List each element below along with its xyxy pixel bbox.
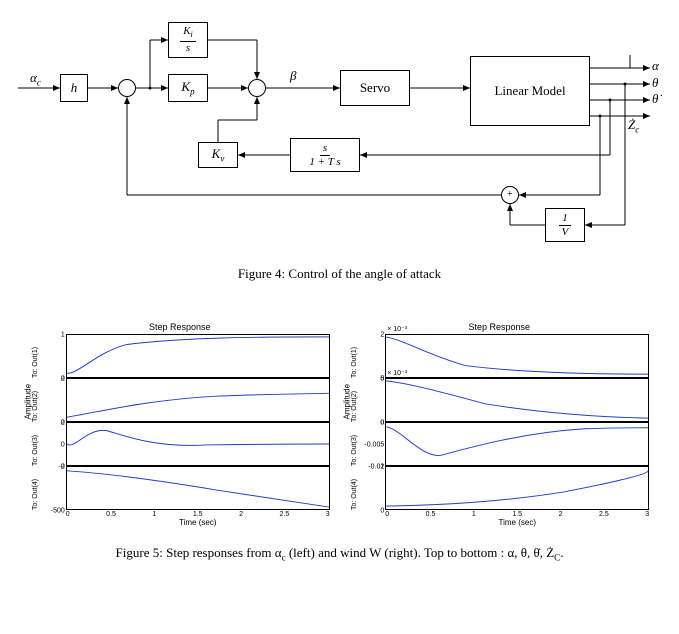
row-label: To: Out(1) <box>32 347 39 378</box>
subplot: 01 <box>66 334 330 378</box>
row-label: To: Out(2) <box>32 391 39 422</box>
out-alpha: α <box>652 58 659 74</box>
row-label: To: Out(3) <box>32 435 39 466</box>
block-diagram: αc h Ki s Kp β Servo Linear Model α θ θ̇… <box>0 0 679 260</box>
subplot: 05 <box>385 378 649 422</box>
filter-box: s 1 + T s <box>290 138 360 172</box>
exponent-label: × 10⁻³ <box>387 325 407 333</box>
ytick: 0 <box>61 464 67 471</box>
subplot: -5000 <box>66 466 330 510</box>
exponent-label: × 10⁻³ <box>387 369 407 377</box>
sum3: + <box>501 186 519 204</box>
input-label: αc <box>30 70 41 88</box>
ytick: 0 <box>380 420 386 427</box>
left-chart-column: Step Response Amplitude To: Out(1)01To: … <box>30 322 330 527</box>
subplot: 02 <box>385 334 649 378</box>
xtick: 1.5 <box>193 511 203 518</box>
ytick: 5 <box>380 376 386 383</box>
out-zdot: Żc <box>628 117 639 135</box>
subplot: 02 <box>385 466 649 510</box>
servo-box: Servo <box>340 70 410 106</box>
linear-model-box: Linear Model <box>470 56 590 126</box>
out-theta: θ <box>652 75 658 91</box>
row-label: To: Out(1) <box>351 347 358 378</box>
ytick: 0 <box>380 508 386 515</box>
kv-box: Kv <box>198 142 238 168</box>
sum1 <box>118 79 136 97</box>
left-xlabel: Time (sec) <box>66 518 330 527</box>
xtick: 1 <box>472 511 476 518</box>
right-chart-column: Step Response Amplitude × 10⁻³To: Out(1)… <box>349 322 649 527</box>
xtick: 2 <box>239 511 243 518</box>
xtick: 1 <box>152 511 156 518</box>
ytick: 2 <box>61 420 67 427</box>
ytick: 1 <box>61 332 67 339</box>
row-label: To: Out(4) <box>351 479 358 510</box>
inv-v-box: 1 V <box>545 208 585 242</box>
beta-label: β <box>290 68 296 84</box>
ki-over-s-box: Ki s <box>168 22 208 58</box>
xtick: 3 <box>645 511 649 518</box>
sum2 <box>248 79 266 97</box>
right-xlabel: Time (sec) <box>385 518 649 527</box>
xtick: 2.5 <box>599 511 609 518</box>
row-label: To: Out(3) <box>351 435 358 466</box>
kp-box: Kp <box>168 74 208 102</box>
left-xaxis: 00.511.522.53 <box>66 511 330 518</box>
ytick: 2 <box>380 332 386 339</box>
ytick: 2 <box>380 464 386 471</box>
h-box: h <box>60 74 88 102</box>
xtick: 0.5 <box>426 511 436 518</box>
xtick: 0.5 <box>106 511 116 518</box>
subplot: 02 <box>66 378 330 422</box>
subplot: -202 <box>66 422 330 466</box>
left-chart-title: Step Response <box>30 322 330 332</box>
xtick: 3 <box>326 511 330 518</box>
charts-row: Step Response Amplitude To: Out(1)01To: … <box>0 322 679 527</box>
xtick: 2 <box>559 511 563 518</box>
xtick: 1.5 <box>512 511 522 518</box>
right-xaxis: 00.511.522.53 <box>385 511 649 518</box>
ytick: -500 <box>51 508 67 515</box>
subplot: -0.01-0.0050 <box>385 422 649 466</box>
out-thetadot: θ̇ <box>652 91 658 107</box>
figure4-caption: Figure 4: Control of the angle of attack <box>0 266 679 282</box>
xtick: 2.5 <box>280 511 290 518</box>
row-label: To: Out(4) <box>32 479 39 510</box>
figure5-caption: Figure 5: Step responses from αc (left) … <box>0 545 679 563</box>
ytick: 2 <box>61 376 67 383</box>
ytick: 0 <box>61 442 67 449</box>
ytick: -0.005 <box>364 442 386 449</box>
row-label: To: Out(2) <box>351 391 358 422</box>
